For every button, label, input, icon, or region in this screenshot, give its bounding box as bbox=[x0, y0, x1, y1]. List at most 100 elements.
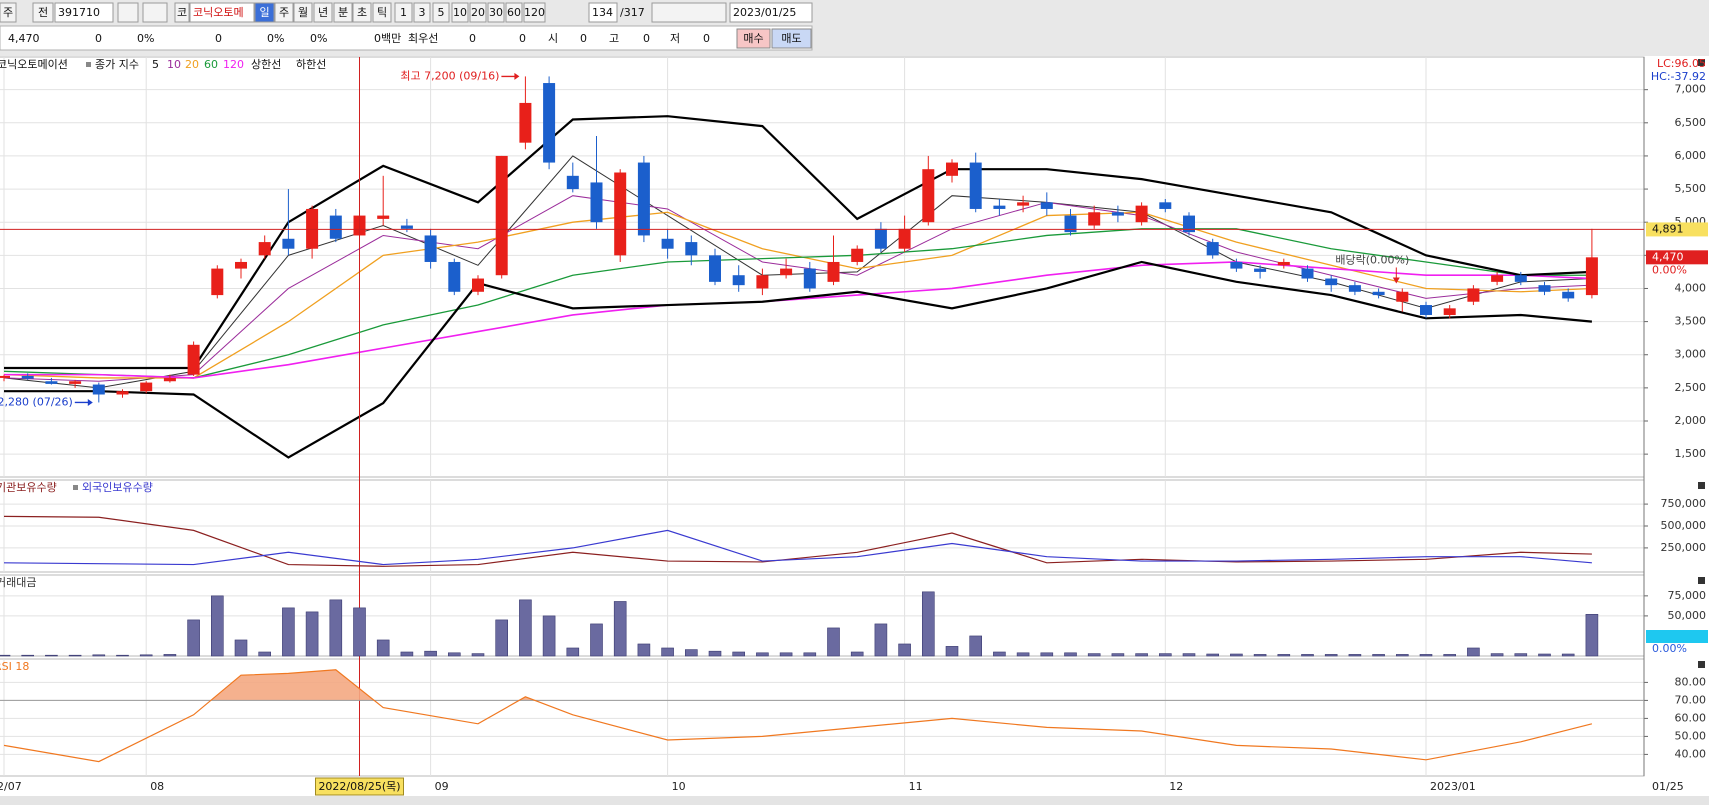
toolbar-label: /317 bbox=[620, 6, 645, 19]
volume-bar bbox=[945, 646, 959, 657]
candle-body bbox=[1467, 288, 1480, 302]
volume-bar bbox=[1182, 653, 1196, 657]
candle-body bbox=[993, 205, 1006, 209]
volume-bar bbox=[471, 653, 485, 657]
toolbar-button[interactable] bbox=[174, 2, 190, 23]
y-tick-label: 250,000 bbox=[1661, 541, 1707, 554]
candle-body bbox=[1064, 215, 1077, 233]
volume-bar bbox=[542, 615, 556, 657]
x-tick-label: 2/07 bbox=[0, 780, 22, 793]
candle-body bbox=[0, 375, 10, 378]
toolbar-label: 일 bbox=[259, 5, 269, 19]
toolbar-button[interactable] bbox=[254, 2, 275, 23]
order-button-label[interactable]: 매도 bbox=[781, 32, 801, 45]
toolbar-button[interactable] bbox=[352, 2, 372, 23]
candle-body bbox=[590, 182, 603, 223]
candle-body bbox=[874, 228, 887, 249]
toolbar-button[interactable] bbox=[274, 2, 294, 23]
order-button[interactable] bbox=[736, 28, 771, 49]
toolbar-icon[interactable] bbox=[117, 2, 139, 23]
toolbar-button[interactable] bbox=[313, 2, 333, 23]
order-button[interactable] bbox=[771, 28, 812, 49]
quote-field: 0 bbox=[95, 32, 102, 45]
panel-close[interactable] bbox=[1698, 661, 1705, 668]
candle-body bbox=[1396, 291, 1409, 302]
toolbar-button[interactable] bbox=[0, 2, 17, 23]
toolbar-button[interactable] bbox=[293, 2, 313, 23]
toolbar-button[interactable] bbox=[432, 2, 450, 23]
rsi-line bbox=[3, 669, 1593, 763]
last-price-box bbox=[1646, 250, 1708, 265]
candle-body bbox=[116, 391, 129, 395]
candle-body bbox=[851, 248, 864, 262]
toolbar-button[interactable] bbox=[487, 2, 505, 23]
indicator-line bbox=[4, 115, 1592, 370]
volume-bar bbox=[779, 652, 793, 657]
volume-bar bbox=[329, 599, 343, 657]
toolbar-label: 코닉오토메 bbox=[193, 6, 244, 19]
toolbar-button[interactable] bbox=[372, 2, 392, 23]
legend-label: 상한선 bbox=[251, 58, 281, 71]
y-tick-label: 1,500 bbox=[1675, 447, 1707, 460]
quote-field: 0% bbox=[137, 32, 154, 45]
volume-bar bbox=[613, 601, 627, 657]
toolbar-button[interactable] bbox=[451, 2, 469, 23]
toolbar-button[interactable] bbox=[333, 2, 353, 23]
candle-body bbox=[1348, 285, 1361, 292]
toolbar-label: 134 bbox=[592, 6, 613, 19]
panel-close[interactable] bbox=[1698, 482, 1705, 489]
volume-bar bbox=[993, 651, 1006, 657]
panel bbox=[0, 56, 1645, 478]
toolbar-button[interactable] bbox=[469, 2, 487, 23]
candle-body bbox=[1491, 275, 1504, 282]
crosshair-date: 2022/08/25(목) bbox=[318, 780, 400, 793]
candle-body bbox=[400, 225, 413, 229]
candle-body bbox=[424, 235, 437, 262]
volume-bar bbox=[163, 654, 177, 657]
toolbar-label: 코 bbox=[177, 6, 187, 19]
toolbar-button[interactable] bbox=[394, 2, 413, 23]
candle-body bbox=[1420, 305, 1432, 315]
y-tick-label: 40.00 bbox=[1675, 747, 1707, 760]
toolbar-label: 초 bbox=[357, 6, 367, 19]
indicator-line bbox=[3, 228, 1592, 379]
y-tick-label: 3,500 bbox=[1675, 315, 1707, 328]
toolbar-button[interactable] bbox=[189, 2, 255, 23]
quote-field: 저 bbox=[670, 32, 680, 45]
rsi-fill bbox=[210, 669, 535, 701]
volume-bar bbox=[684, 649, 698, 657]
legend-label: 120 bbox=[223, 58, 244, 71]
annotation-arrowhead bbox=[1392, 277, 1400, 284]
volume-bar bbox=[0, 654, 11, 657]
y-tick-label: 70.00 bbox=[1675, 693, 1707, 706]
volume-bar bbox=[1324, 654, 1338, 657]
quote-field: 시 bbox=[548, 32, 558, 45]
toolbar-icon[interactable] bbox=[142, 2, 168, 23]
quote-field: 0 bbox=[580, 32, 587, 45]
toolbar-button[interactable] bbox=[588, 2, 618, 23]
candle-body bbox=[709, 255, 721, 282]
toolbar-button[interactable] bbox=[32, 2, 54, 23]
candle-body bbox=[282, 238, 295, 249]
toolbar-icon[interactable] bbox=[651, 2, 727, 23]
legend-label: 10 bbox=[167, 58, 181, 71]
order-button-label[interactable]: 매수 bbox=[743, 32, 763, 45]
corner-label: HC:-37.92 bbox=[1651, 70, 1706, 83]
volume-bar bbox=[68, 654, 82, 657]
volume-bar bbox=[139, 654, 153, 657]
toolbar-button[interactable] bbox=[729, 2, 813, 23]
quote-field: 0 bbox=[215, 32, 222, 45]
candle-body bbox=[898, 228, 911, 249]
toolbar-button[interactable] bbox=[523, 2, 546, 23]
volume-bar bbox=[1230, 653, 1243, 657]
candle-body bbox=[780, 268, 793, 276]
toolbar-button[interactable] bbox=[505, 2, 523, 23]
toolbar-label: 전 bbox=[38, 6, 48, 19]
y-tick-label: 5,500 bbox=[1675, 182, 1707, 195]
toolbar-button[interactable] bbox=[54, 2, 114, 23]
panel-close[interactable] bbox=[1698, 59, 1705, 66]
panel-close[interactable] bbox=[1698, 577, 1705, 584]
toolbar-button[interactable] bbox=[413, 2, 431, 23]
y-tick-label: 50.00 bbox=[1675, 729, 1707, 742]
